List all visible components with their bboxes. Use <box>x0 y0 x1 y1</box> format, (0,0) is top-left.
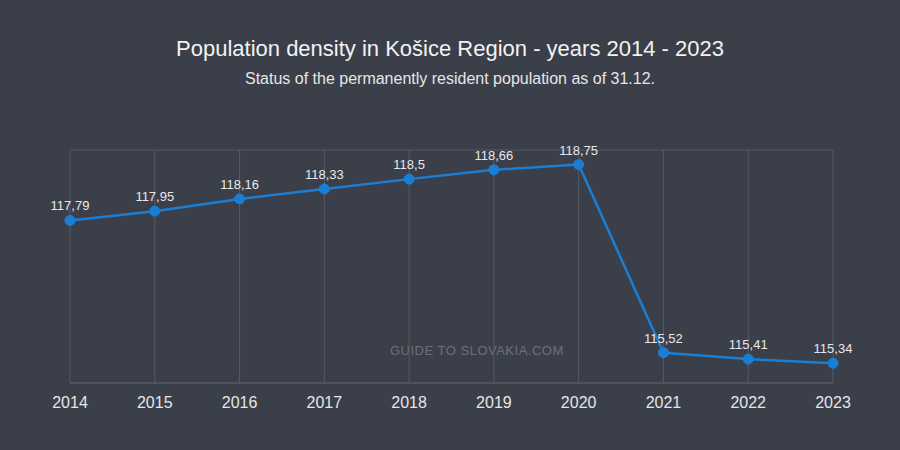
svg-text:2020: 2020 <box>561 394 597 411</box>
html-text:Population density in Košice R: Population density in Košice Region - ye… <box>176 36 724 61</box>
html-text:Status of the permanently resi: Status of the permanently resident popul… <box>245 70 655 87</box>
svg-text:118,5: 118,5 <box>393 157 425 172</box>
svg-text:2019: 2019 <box>476 394 512 411</box>
svg-text:118,75: 118,75 <box>559 143 598 158</box>
svg-text:2023: 2023 <box>815 394 851 411</box>
svg-text:118,66: 118,66 <box>474 148 513 163</box>
svg-text:2022: 2022 <box>730 394 766 411</box>
svg-text:117,95: 117,95 <box>135 189 174 204</box>
svg-text:115,34: 115,34 <box>814 341 853 356</box>
svg-text:2021: 2021 <box>646 394 682 411</box>
svg-text:117,79: 117,79 <box>51 198 90 213</box>
svg-text:115,52: 115,52 <box>644 331 683 346</box>
svg-text:118,16: 118,16 <box>220 177 259 192</box>
svg-text:118,33: 118,33 <box>305 167 344 182</box>
svg-text:2018: 2018 <box>391 394 427 411</box>
svg-text:2017: 2017 <box>307 394 343 411</box>
svg-text:2016: 2016 <box>222 394 258 411</box>
svg-text:2015: 2015 <box>137 394 173 411</box>
svg-text:115,41: 115,41 <box>729 337 768 352</box>
html-text:GUIDE TO SLOVAKIA.COM: GUIDE TO SLOVAKIA.COM <box>390 343 564 358</box>
svg-text:2014: 2014 <box>52 394 88 411</box>
